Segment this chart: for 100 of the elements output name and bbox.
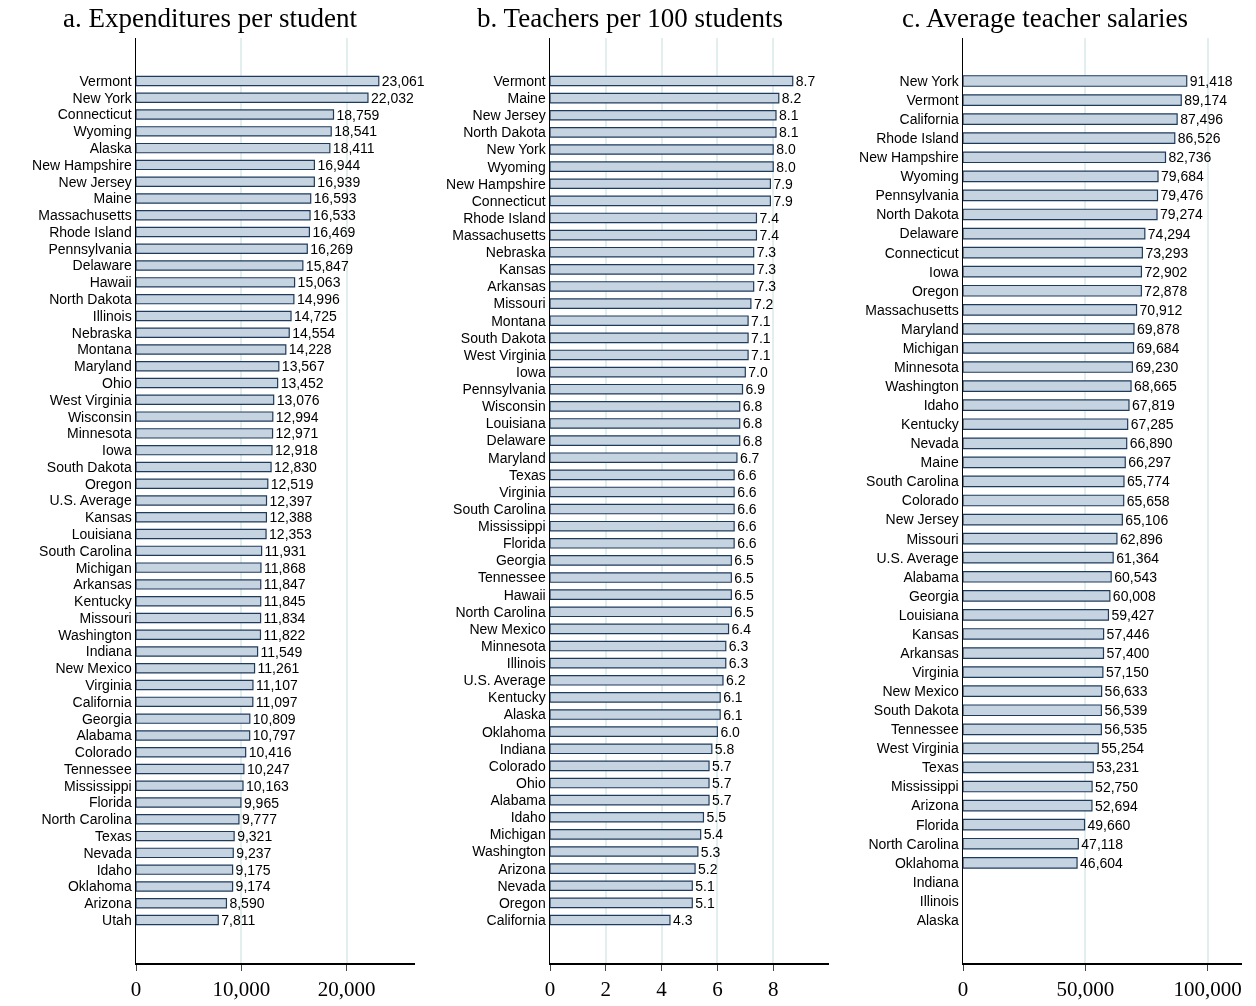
data-label: 7.3	[756, 261, 777, 278]
data-label: 12,971	[275, 425, 319, 442]
data-label: 5.7	[712, 792, 732, 809]
data-label: 65,658	[1126, 492, 1170, 509]
y-tick-label: Alabama	[76, 727, 132, 744]
bar	[136, 344, 287, 355]
data-label: 18,541	[334, 123, 378, 140]
bar	[136, 579, 262, 590]
x-tick-label: 8	[767, 976, 779, 1001]
bar	[136, 646, 259, 657]
y-tick-label: Maine	[507, 90, 546, 107]
y-tick-label: Tennessee	[63, 760, 132, 777]
y-tick-label: Pennsylvania	[48, 240, 132, 257]
y-tick-label: Arkansas	[900, 644, 959, 661]
data-label: 89,174	[1184, 92, 1228, 109]
bar	[550, 520, 735, 532]
data-label: 12,994	[275, 408, 319, 425]
data-label: 6.6	[737, 535, 757, 552]
y-tick-label: New Jersey	[58, 173, 132, 190]
bar	[963, 418, 1129, 431]
data-label: 56,539	[1104, 702, 1148, 719]
bar	[136, 881, 234, 892]
data-label: 65,774	[1126, 473, 1170, 490]
data-label: 56,535	[1104, 721, 1148, 738]
x-tick-label: 6	[712, 976, 723, 1001]
bar	[550, 75, 794, 87]
data-label: 67,285	[1130, 416, 1174, 433]
bar	[550, 401, 741, 412]
bar	[963, 570, 1112, 583]
bar	[550, 418, 741, 429]
bar	[136, 730, 251, 741]
y-tick-label: Nebraska	[71, 324, 132, 341]
data-label: 59,427	[1111, 606, 1155, 623]
data-label: 18,759	[336, 106, 380, 123]
data-label: 11,868	[263, 559, 306, 576]
data-label: 12,353	[269, 526, 313, 543]
data-label: 69,684	[1136, 339, 1180, 356]
data-label: 7.4	[759, 209, 780, 226]
y-tick-label: New York	[899, 72, 960, 89]
y-tick-label: South Dakota	[460, 329, 546, 346]
data-label: 12,519	[270, 475, 314, 492]
bar	[550, 794, 710, 806]
bar	[550, 657, 727, 669]
bar	[550, 161, 774, 172]
data-label: 72,902	[1144, 263, 1188, 280]
y-tick-label: Delaware	[486, 432, 546, 449]
data-label: 7.4	[759, 227, 780, 244]
data-label: 23,061	[381, 73, 425, 89]
bar	[136, 411, 274, 422]
bar	[963, 265, 1143, 278]
bar	[550, 914, 671, 926]
y-tick-label: New Mexico	[55, 660, 132, 677]
data-label: 82,736	[1168, 149, 1212, 166]
bar	[136, 512, 268, 523]
y-tick-label: Vermont	[493, 72, 546, 89]
bar	[136, 528, 267, 540]
bar	[550, 640, 727, 652]
data-label: 6.8	[742, 415, 763, 432]
data-label: 67,819	[1131, 397, 1176, 414]
bar	[550, 298, 752, 309]
bar	[136, 226, 310, 238]
y-tick-label: Illinois	[506, 655, 546, 672]
bar	[963, 628, 1105, 640]
y-tick-label: U.S. Average	[49, 492, 132, 509]
y-tick-label: Florida	[88, 794, 132, 811]
bar	[136, 746, 247, 758]
y-tick-label: Wyoming	[487, 158, 546, 175]
y-tick-label: South Carolina	[453, 500, 546, 517]
y-tick-label: West Virginia	[876, 740, 959, 757]
bar	[136, 814, 240, 825]
bar	[136, 243, 308, 255]
data-label: 15,063	[297, 274, 341, 291]
y-tick-label: Oklahoma	[481, 723, 546, 740]
data-label: 79,684	[1161, 168, 1205, 185]
y-tick-label: North Dakota	[463, 124, 546, 141]
bar	[550, 144, 774, 155]
bar	[963, 590, 1111, 602]
y-tick-label: Washington	[472, 843, 546, 860]
data-label: 16,944	[317, 156, 361, 173]
data-label: 56,633	[1104, 683, 1148, 700]
y-tick-label: Maine	[920, 454, 959, 471]
x-tick-label: 4	[656, 976, 668, 1001]
y-tick-label: Minnesota	[481, 637, 546, 654]
y-tick-label: Vermont	[906, 91, 959, 108]
data-label: 13,567	[281, 358, 325, 375]
y-tick-label: Louisiana	[485, 415, 546, 432]
data-label: 11,107	[255, 677, 298, 694]
bar	[963, 361, 1134, 373]
y-tick-label: Connecticut	[471, 192, 546, 209]
data-label: 6.0	[720, 723, 741, 740]
y-tick-label: Tennessee	[890, 721, 959, 738]
bar	[550, 811, 705, 823]
bar	[550, 366, 746, 378]
x-tick-label: 50,000	[1056, 976, 1115, 1001]
bar	[550, 726, 718, 737]
bar	[136, 780, 244, 791]
data-label: 52,750	[1095, 778, 1139, 795]
y-tick-label: New Mexico	[882, 683, 959, 700]
y-tick-label: Colorado	[488, 757, 546, 774]
bar	[963, 685, 1103, 698]
